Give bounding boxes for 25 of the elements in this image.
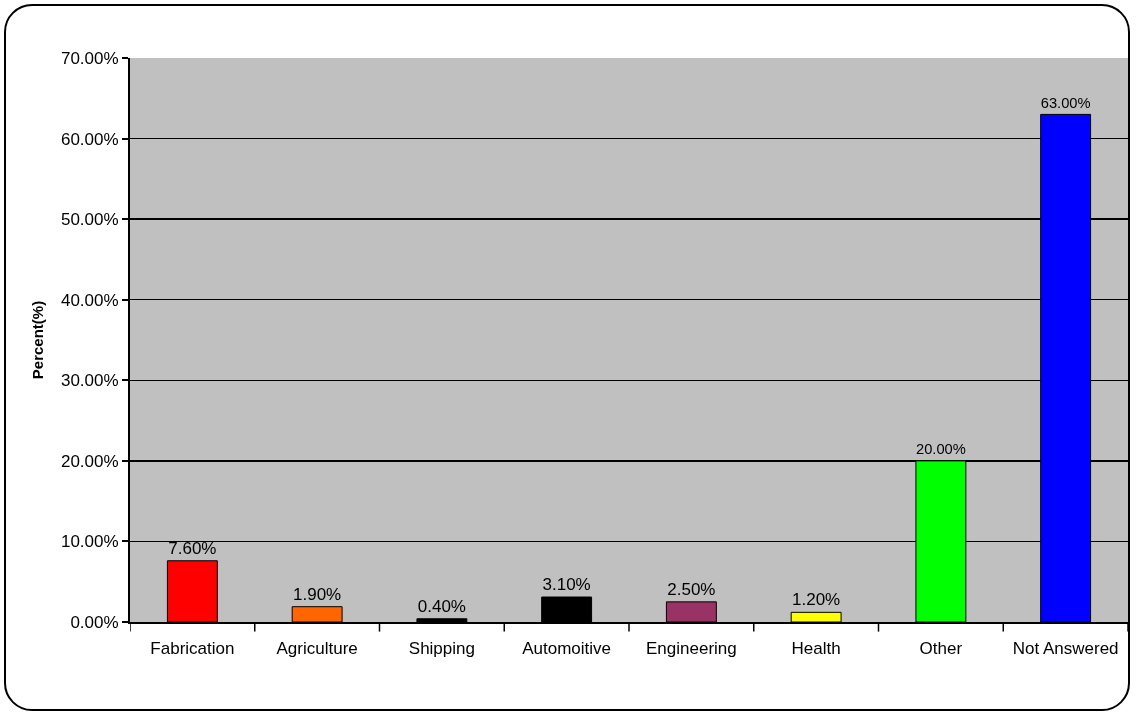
- x-tick-label: Automoitive: [522, 639, 612, 659]
- data-label: 1.90%: [293, 584, 342, 604]
- data-label: 20.00%: [915, 441, 966, 458]
- y-tick-label: 30.00%: [60, 371, 119, 391]
- data-label: 1.20%: [792, 590, 841, 610]
- y-tick-label: 10.00%: [60, 532, 119, 552]
- x-tick-label: Shipping: [408, 639, 475, 659]
- y-tick-label: 60.00%: [60, 129, 119, 149]
- y-axis-title: Percent(%): [28, 300, 46, 380]
- x-tick-label: Health: [791, 639, 841, 659]
- x-tick-label: Agriculture: [276, 639, 358, 659]
- data-label: 7.60%: [168, 538, 217, 558]
- y-tick-label: 70.00%: [60, 48, 119, 68]
- x-tick-label: Not Answered: [1012, 639, 1119, 659]
- data-label: 3.10%: [542, 575, 591, 595]
- y-tick-label: 40.00%: [60, 290, 119, 310]
- data-label: 63.00%: [1040, 94, 1091, 111]
- y-tick-label: 0.00%: [70, 612, 119, 632]
- y-tick-label: 20.00%: [60, 451, 119, 471]
- y-tick-label: 50.00%: [60, 210, 119, 230]
- x-tick-label: Other: [919, 639, 963, 659]
- data-label: 0.40%: [417, 596, 466, 616]
- x-tick-label: Engineering: [646, 639, 737, 659]
- data-label: 2.50%: [667, 579, 716, 599]
- x-tick-label: Fabrication: [150, 639, 235, 659]
